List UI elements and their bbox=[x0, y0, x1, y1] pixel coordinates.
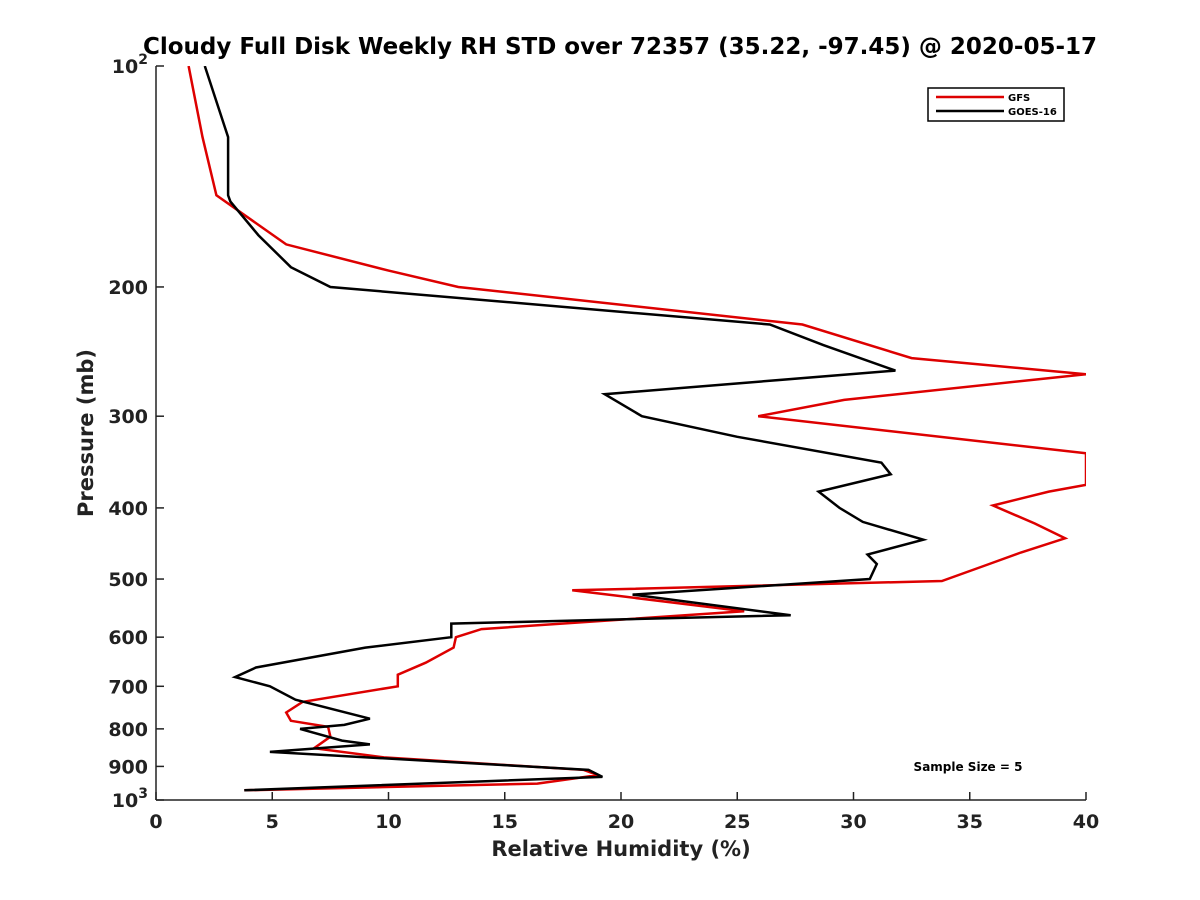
legend: GFS GOES-16 bbox=[927, 87, 1065, 122]
y-tick-label: 500 bbox=[108, 569, 148, 591]
y-tick-label: 900 bbox=[108, 756, 148, 778]
series-layer bbox=[187, 66, 1086, 792]
x-tick-label: 35 bbox=[957, 811, 983, 833]
series-line-gfs bbox=[187, 66, 1086, 792]
x-tick-label: 15 bbox=[492, 811, 518, 833]
y-tick-label: 200 bbox=[108, 277, 148, 299]
x-tick-label: 0 bbox=[149, 811, 162, 833]
x-tick-label: 40 bbox=[1073, 811, 1099, 833]
y-tick-label: 800 bbox=[108, 719, 148, 741]
chart-title: Cloudy Full Disk Weekly RH STD over 7235… bbox=[143, 34, 1097, 60]
y-tick-label: 400 bbox=[108, 498, 148, 520]
y-tick-label: 102 bbox=[112, 52, 148, 78]
x-tick-label: 10 bbox=[375, 811, 401, 833]
y-tick-label: 600 bbox=[108, 627, 148, 649]
x-ticks: 0 5 10 15 20 25 30 35 40 bbox=[149, 792, 1099, 833]
x-tick-label: 25 bbox=[724, 811, 750, 833]
series-line-goes16 bbox=[203, 66, 928, 792]
x-tick-label: 20 bbox=[608, 811, 634, 833]
sample-size-annotation: Sample Size = 5 bbox=[914, 760, 1023, 774]
y-ticks: 102 200 300 400 500 600 700 800 900 103 bbox=[108, 52, 164, 812]
y-tick-label: 103 bbox=[112, 786, 148, 812]
y-axis-label: Pressure (mb) bbox=[74, 349, 98, 517]
x-axis-label: Relative Humidity (%) bbox=[491, 837, 750, 861]
legend-box bbox=[927, 87, 1065, 122]
y-tick-label: 700 bbox=[108, 676, 148, 698]
legend-label-goes16: GOES-16 bbox=[1008, 107, 1057, 118]
y-tick-label: 300 bbox=[108, 406, 148, 428]
x-tick-label: 5 bbox=[266, 811, 279, 833]
plot-area bbox=[156, 66, 1086, 800]
legend-label-gfs: GFS bbox=[1008, 93, 1030, 104]
x-tick-label: 30 bbox=[840, 811, 866, 833]
